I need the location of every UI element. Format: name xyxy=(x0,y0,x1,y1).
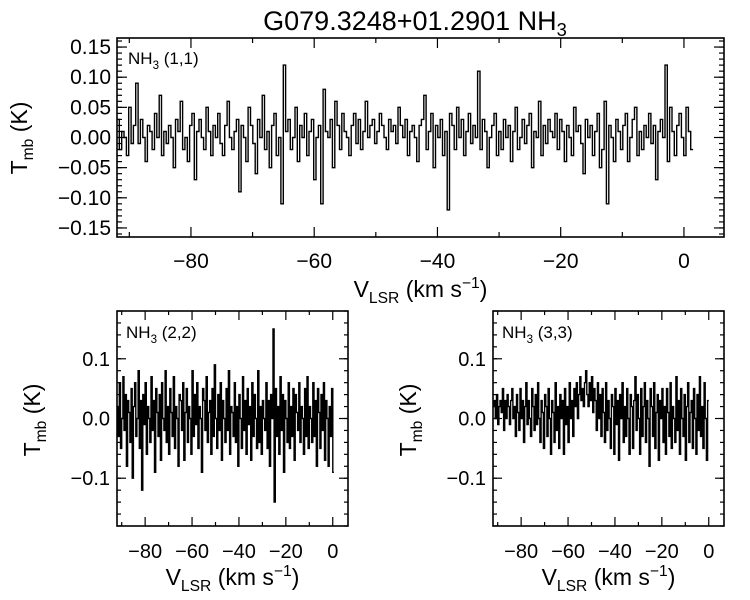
x-tick-label: −60 xyxy=(175,541,209,563)
y-tick-label: 0.1 xyxy=(82,349,110,371)
x-axis-label: VLSR (km s−1) xyxy=(542,563,676,595)
figure-title: G079.3248+01.2901 NH3 xyxy=(263,6,567,40)
x-tick-label: −40 xyxy=(222,541,256,563)
x-tick-label: −20 xyxy=(543,250,579,273)
x-axis-label: VLSR (km s−1) xyxy=(354,275,488,307)
x-tick-label: −60 xyxy=(296,250,332,273)
x-tick-label: −40 xyxy=(598,541,632,563)
x-tick-label: −40 xyxy=(420,250,456,273)
panel-label: NH3 (2,2) xyxy=(126,323,197,346)
y-tick-label: −0.05 xyxy=(58,157,111,180)
y-axis-label: Tmb (K) xyxy=(395,384,426,457)
plot-frame xyxy=(116,37,725,238)
x-tick-label: 0 xyxy=(703,541,714,563)
y-axis-label: Tmb (K) xyxy=(19,384,50,457)
spectrum-line xyxy=(493,370,709,467)
x-axis-label: VLSR (km s−1) xyxy=(166,563,300,595)
y-tick-label: −0.10 xyxy=(58,187,111,210)
x-tick-label: −20 xyxy=(269,541,303,563)
y-tick-label: 0.00 xyxy=(70,127,111,150)
y-tick-label: 0.10 xyxy=(70,66,111,89)
x-tick-label: −80 xyxy=(173,250,209,273)
x-tick-label: −60 xyxy=(551,541,585,563)
x-tick-label: −20 xyxy=(645,541,679,563)
y-tick-label: −0.1 xyxy=(447,468,486,490)
panel-nh3-2-2: −80 −60 −40 −20 0 −0.1 0.0 0.1 NH3 (2,2) VLSR (km… xyxy=(19,310,349,595)
spectrum-line xyxy=(117,328,334,503)
y-tick-label: 0.15 xyxy=(70,36,111,59)
panel-label: NH3 (1,1) xyxy=(128,49,199,72)
panel-nh3-3-3: −80 −60 −40 −20 0 −0.1 0.0 0.1 NH3 (3,3) VLSR (km… xyxy=(395,310,725,595)
y-tick-label: −0.1 xyxy=(71,468,110,490)
x-tick-label: 0 xyxy=(327,541,338,563)
panel-nh3-1-1: −80 −60 −40 −20 0 −0.15 −0.10 −0.05 0.00 0.05 0.10… xyxy=(6,36,725,307)
y-tick-label: 0.1 xyxy=(458,349,486,371)
spectrum-line xyxy=(117,64,694,211)
y-tick-label: 0.0 xyxy=(458,409,486,431)
x-tick-label: 0 xyxy=(678,250,690,273)
y-tick-label: 0.0 xyxy=(82,409,110,431)
y-tick-label: −0.15 xyxy=(58,217,111,240)
x-tick-label: −80 xyxy=(504,541,538,563)
panel-label: NH3 (3,3) xyxy=(502,323,573,346)
y-tick-label: 0.05 xyxy=(70,96,111,119)
y-axis-label: Tmb (K) xyxy=(6,102,37,175)
x-tick-label: −80 xyxy=(128,541,162,563)
